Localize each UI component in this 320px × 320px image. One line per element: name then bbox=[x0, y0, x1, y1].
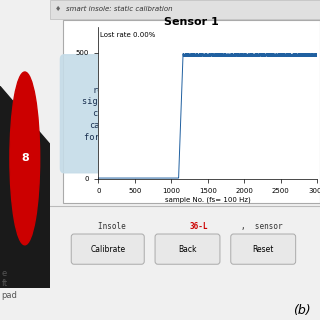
Text: ♦: ♦ bbox=[55, 6, 61, 12]
Text: ft: ft bbox=[2, 279, 8, 288]
FancyBboxPatch shape bbox=[231, 234, 296, 264]
Text: Lost rate 0.00%: Lost rate 0.00% bbox=[100, 32, 156, 38]
Text: pad: pad bbox=[2, 292, 18, 300]
Text: Calibrate: Calibrate bbox=[90, 244, 125, 254]
Text: (b): (b) bbox=[293, 304, 310, 317]
Text: Sensor 1: Sensor 1 bbox=[164, 17, 219, 28]
Text: Reset: Reset bbox=[252, 244, 274, 254]
Polygon shape bbox=[0, 86, 50, 288]
FancyBboxPatch shape bbox=[71, 234, 144, 264]
Text: Back: Back bbox=[178, 244, 197, 254]
FancyBboxPatch shape bbox=[50, 0, 320, 19]
Text: real-time
signal of the
currently
calibrated
force sensor: real-time signal of the currently calibr… bbox=[82, 86, 150, 142]
FancyBboxPatch shape bbox=[63, 20, 320, 203]
Text: e: e bbox=[2, 269, 7, 278]
Circle shape bbox=[10, 72, 40, 245]
Text: 8: 8 bbox=[21, 153, 29, 164]
Text: 36-L: 36-L bbox=[189, 221, 208, 231]
Text: ,  sensor: , sensor bbox=[241, 221, 287, 231]
Text: smart insole: static calibration: smart insole: static calibration bbox=[66, 6, 172, 12]
X-axis label: sample No. (fs= 100 Hz): sample No. (fs= 100 Hz) bbox=[165, 196, 251, 203]
FancyBboxPatch shape bbox=[155, 234, 220, 264]
FancyArrow shape bbox=[167, 104, 182, 123]
Text: Insole: Insole bbox=[98, 221, 131, 231]
FancyBboxPatch shape bbox=[60, 55, 171, 173]
